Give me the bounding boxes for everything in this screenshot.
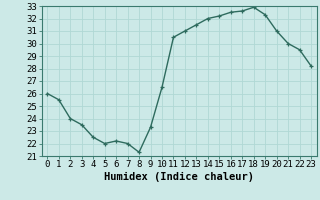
X-axis label: Humidex (Indice chaleur): Humidex (Indice chaleur)	[104, 172, 254, 182]
